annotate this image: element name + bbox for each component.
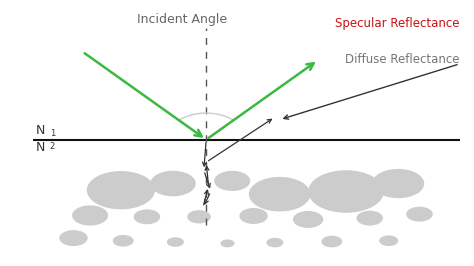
Circle shape [406,207,433,222]
Circle shape [72,205,108,226]
Circle shape [134,209,160,224]
Circle shape [187,210,211,223]
Text: 2: 2 [50,142,55,151]
Text: Diffuse Reflectance: Diffuse Reflectance [345,53,460,66]
Circle shape [214,171,250,191]
Circle shape [167,237,184,247]
Text: N: N [36,141,45,154]
Circle shape [59,230,88,246]
Circle shape [220,239,235,247]
Text: Incident Angle: Incident Angle [137,13,228,26]
Circle shape [293,211,323,228]
Circle shape [379,235,398,246]
Circle shape [150,171,196,196]
Circle shape [356,211,383,226]
Circle shape [87,171,155,209]
Circle shape [266,238,283,247]
Circle shape [249,177,310,211]
Circle shape [113,235,134,247]
Circle shape [372,169,424,198]
Circle shape [321,236,342,247]
Text: Specular Reflectance: Specular Reflectance [335,17,460,30]
Text: N: N [36,124,45,137]
Circle shape [239,208,268,224]
Circle shape [308,170,384,213]
Text: 1: 1 [50,129,55,138]
